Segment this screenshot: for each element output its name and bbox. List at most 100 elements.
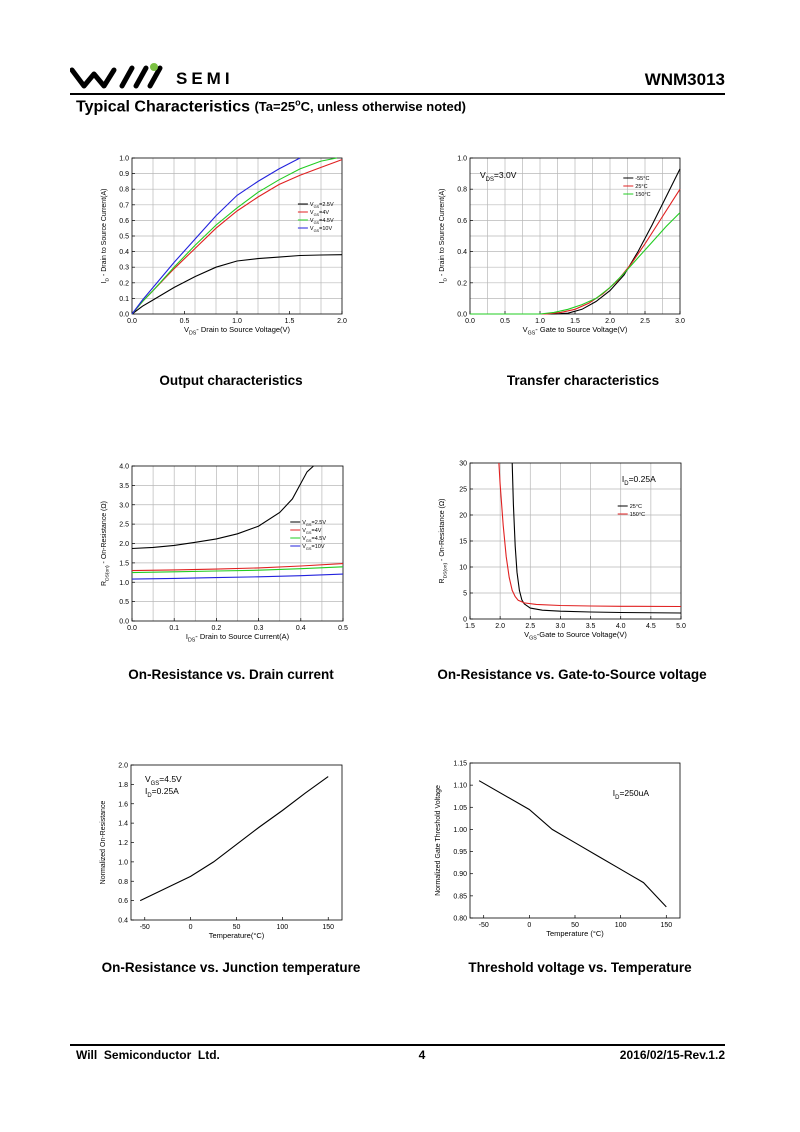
plot-frame: [469, 762, 681, 919]
series-line: [470, 168, 681, 315]
x-tick-label: 150: [322, 924, 334, 931]
x-tick-label: 0.0: [465, 318, 475, 325]
y-axis-label: RDS(on) - On-Resistance (Ω): [101, 501, 110, 586]
legend-entry: VGS=2.5V: [310, 202, 334, 209]
y-tick-label: 0.4: [119, 249, 129, 256]
series-line: [131, 159, 343, 315]
caption-vth-vs-temp: Threshold voltage vs. Temperature: [468, 960, 692, 975]
y-tick-label: 0.6: [457, 218, 467, 225]
plot-frame: [131, 157, 343, 315]
plot-frame: [469, 157, 681, 315]
x-axis-label: Temperature(°C): [209, 931, 265, 940]
legend-entry: VGS=10V: [310, 226, 333, 233]
y-tick-label: 2.5: [119, 522, 129, 529]
y-axis-label: ID - Drain to Source Current(A): [101, 189, 110, 284]
y-tick-label: 1.6: [118, 801, 128, 808]
x-tick-label: 50: [233, 924, 241, 931]
y-tick-label: 4.0: [119, 464, 129, 471]
y-tick-label: 0.95: [453, 849, 467, 856]
x-tick-label: 2.0: [495, 623, 505, 630]
y-tick-label: 30: [459, 461, 467, 468]
x-tick-label: 1.5: [570, 318, 580, 325]
x-tick-label: 0.2: [212, 625, 222, 632]
x-tick-label: 2.5: [640, 318, 650, 325]
x-tick-label: 4.5: [646, 623, 656, 630]
x-axis-label: IDS- Drain to Source Current(A): [186, 632, 290, 644]
x-tick-label: 0.1: [169, 625, 179, 632]
will-semi-logo: SEMI: [70, 63, 230, 89]
y-tick-label: 1.5: [119, 560, 129, 567]
legend-entry: VGS=2.5V: [302, 520, 326, 527]
y-tick-label: 1.15: [453, 761, 467, 768]
x-tick-label: 0.0: [127, 625, 137, 632]
footer-rule: [70, 1044, 725, 1046]
chart-annotation: ID=250uA: [613, 788, 650, 801]
series-line: [470, 188, 681, 315]
x-tick-label: 5.0: [676, 623, 686, 630]
x-tick-label: -50: [479, 922, 489, 929]
logo-slash-2: [133, 65, 149, 89]
series-line: [131, 157, 337, 315]
series-line: [131, 573, 344, 580]
y-tick-label: 0.6: [119, 218, 129, 225]
y-tick-label: 10: [459, 565, 467, 572]
footer-revision: 2016/02/15-Rev.1.2: [619, 1048, 725, 1062]
y-axis-label: Normalized Gate Threshold Voltage: [435, 785, 442, 896]
y-tick-label: 1.2: [118, 840, 128, 847]
logo-slash-1: [119, 65, 135, 89]
y-tick-label: 0.90: [453, 871, 467, 878]
legend-entry: VGS=4.5V: [302, 536, 326, 543]
x-tick-label: 0.5: [338, 625, 348, 632]
page-number: 4: [418, 1048, 426, 1062]
series-line: [139, 776, 329, 902]
series-line: [131, 254, 343, 315]
section-title-text: Typical Characteristics: [76, 98, 251, 116]
section-note: (Ta=25oC, unless otherwise noted): [254, 98, 466, 115]
x-tick-label: 100: [277, 924, 289, 931]
plot-frame: [469, 462, 682, 620]
y-tick-label: 0.85: [453, 893, 467, 900]
y-tick-label: 25: [459, 487, 467, 494]
x-axis-label: VDS- Drain to Source Voltage(V): [184, 325, 291, 337]
y-axis-label: ID - Drain to Source Current(A): [439, 189, 448, 284]
x-tick-label: 3.5: [586, 623, 596, 630]
y-tick-label: 0.0: [119, 619, 129, 626]
y-tick-label: 2.0: [119, 541, 129, 548]
plot-frame: [130, 764, 343, 921]
y-tick-label: 0.0: [119, 312, 129, 319]
chart-annotation: VGS=4.5V: [145, 774, 182, 787]
x-tick-label: 2.5: [525, 623, 535, 630]
y-tick-label: 1.00: [453, 827, 467, 834]
y-tick-label: 0.2: [457, 280, 467, 287]
y-tick-label: 20: [459, 513, 467, 520]
x-tick-label: 0.5: [180, 318, 190, 325]
y-tick-label: 0: [463, 617, 467, 624]
x-tick-label: 1.5: [285, 318, 295, 325]
legend-entry: VGS=4V: [310, 210, 330, 217]
y-tick-label: 1.4: [118, 821, 128, 828]
caption-rds-vs-id: On-Resistance vs. Drain current: [128, 667, 334, 682]
caption-output: Output characteristics: [159, 373, 303, 388]
y-tick-label: 0.7: [119, 202, 129, 209]
x-tick-label: 0.3: [254, 625, 264, 632]
series-line: [470, 212, 681, 315]
caption-rds-vs-vgs: On-Resistance vs. Gate-to-Source voltage: [437, 667, 707, 682]
legend-entry: 25°C: [635, 184, 647, 190]
y-tick-label: 1.0: [457, 156, 467, 163]
y-tick-label: 0.1: [119, 296, 129, 303]
y-tick-label: 0.8: [118, 879, 128, 886]
series-line: [131, 157, 301, 315]
section-title: Typical Characteristics (Ta=25oC, unless…: [76, 98, 466, 116]
x-tick-label: 0: [189, 924, 193, 931]
logo-slash-3: [147, 65, 163, 89]
plot-frame: [131, 465, 344, 622]
caption-rds-vs-temp: On-Resistance vs. Junction temperature: [101, 960, 361, 975]
series-line: [511, 462, 682, 614]
y-tick-label: 1.10: [453, 783, 467, 790]
y-tick-label: 5: [463, 591, 467, 598]
series-line: [131, 465, 314, 550]
y-tick-label: 1.8: [118, 782, 128, 789]
logo-green-dot: [150, 63, 158, 71]
y-tick-label: 0.4: [118, 918, 128, 925]
y-tick-label: 0.9: [119, 171, 129, 178]
